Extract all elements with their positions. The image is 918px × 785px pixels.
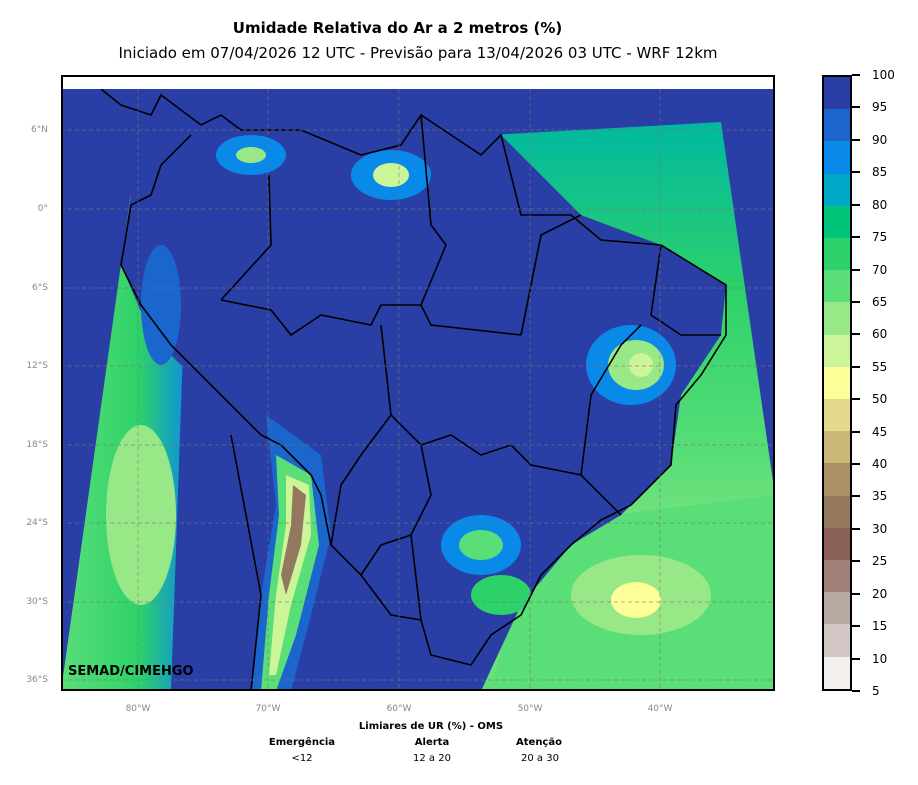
lon-label: 50°W xyxy=(517,704,543,714)
colorbar-segment xyxy=(824,366,850,400)
country-borders xyxy=(100,88,727,691)
colorbar-tick xyxy=(852,560,860,563)
colorbar-label: 35 xyxy=(872,489,888,504)
legend-title: Limiares de UR (%) - OMS xyxy=(358,721,504,732)
lat-label: 36°S xyxy=(26,675,48,685)
lon-label: 70°W xyxy=(255,704,281,714)
colorbar-segment xyxy=(824,109,850,142)
colorbar-tick xyxy=(852,495,860,498)
colorbar-label: 85 xyxy=(872,165,888,180)
colorbar-tick xyxy=(852,625,860,628)
colorbar-tick xyxy=(852,527,860,530)
colorbar-tick xyxy=(852,203,860,206)
colorbar-segment xyxy=(824,495,850,528)
colorbar-tick xyxy=(852,268,860,271)
colorbar-tick xyxy=(852,171,860,174)
lon-label: 80°W xyxy=(125,704,151,714)
colorbar-tick xyxy=(852,138,860,141)
colorbar-segment xyxy=(824,302,850,335)
colorbar-segment xyxy=(824,560,850,593)
colorbar-segment xyxy=(824,173,850,206)
colorbar-label: 55 xyxy=(872,359,888,374)
colorbar-tick xyxy=(852,690,860,692)
chart-subtitle: Iniciado em 07/04/2026 12 UTC - Previsão… xyxy=(118,44,718,62)
colorbar-label: 50 xyxy=(872,392,888,407)
legend-value-atencao: 20 a 30 xyxy=(521,753,559,764)
colorbar-segment xyxy=(824,527,850,561)
continent xyxy=(101,89,726,691)
colorbar-tick xyxy=(852,106,860,109)
colorbar-segment xyxy=(824,270,850,303)
legend-value-alerta: 12 a 20 xyxy=(413,753,451,764)
colorbar-label: 40 xyxy=(872,457,888,472)
colorbar-segment xyxy=(824,624,850,657)
colorbar-label: 15 xyxy=(872,619,888,634)
lat-label: 18°S xyxy=(26,440,48,450)
humidity-map xyxy=(61,75,775,691)
colorbar-segment xyxy=(824,77,850,110)
colorbar-tick xyxy=(852,657,860,660)
colorbar-label: 80 xyxy=(872,197,888,212)
gridlines xyxy=(61,75,775,691)
lat-label: 30°S xyxy=(26,597,48,607)
colorbar-label: 45 xyxy=(872,424,888,439)
colorbar-segment xyxy=(824,656,850,689)
lat-label: 12°S xyxy=(26,361,48,371)
colorbar-label: 90 xyxy=(872,132,888,147)
colorbar-tick xyxy=(852,365,860,368)
colorbar-segment xyxy=(824,238,850,271)
lon-label: 60°W xyxy=(386,704,412,714)
colorbar-label: 20 xyxy=(872,586,888,601)
legend-label-alerta: Alerta xyxy=(414,737,450,748)
lat-label: 6°N xyxy=(31,125,48,135)
colorbar-label: 100 xyxy=(872,68,895,82)
legend-label-atencao: Atenção xyxy=(516,737,562,748)
legend-value-emergencia: <12 xyxy=(291,753,313,764)
lat-label: 6°S xyxy=(32,283,48,293)
chart-title: Umidade Relativa do Ar a 2 metros (%) xyxy=(232,19,563,37)
colorbar-tick xyxy=(852,592,860,595)
map-frame xyxy=(61,75,775,691)
colorbar-label: 5 xyxy=(872,684,880,698)
colorbar-tick xyxy=(852,300,860,303)
colorbar-label: 25 xyxy=(872,554,888,569)
colorbar-label: 30 xyxy=(872,521,888,536)
colorbar-label: 65 xyxy=(872,294,888,309)
colorbar-label: 95 xyxy=(872,100,888,115)
colorbar xyxy=(822,75,852,691)
colorbar-label: 60 xyxy=(872,327,888,342)
colorbar-label: 70 xyxy=(872,262,888,277)
colorbar-segment xyxy=(824,399,850,432)
colorbar-segment xyxy=(824,205,850,239)
colorbar-label: 75 xyxy=(872,230,888,245)
watermark: SEMAD/CIMEHGO xyxy=(68,664,194,679)
colorbar-tick xyxy=(852,463,860,466)
colorbar-segment xyxy=(824,334,850,367)
colorbar-segment xyxy=(824,431,850,464)
colorbar-segment xyxy=(824,592,850,625)
colorbar-tick xyxy=(852,333,860,336)
colorbar-tick xyxy=(852,74,860,76)
colorbar-tick xyxy=(852,236,860,239)
colorbar-label: 10 xyxy=(872,651,888,666)
colorbar-tick xyxy=(852,430,860,433)
colorbar-segment xyxy=(824,141,850,174)
lat-label: 0° xyxy=(37,204,48,214)
lon-label: 40°W xyxy=(647,704,673,714)
colorbar-segment xyxy=(824,463,850,496)
lat-label: 24°S xyxy=(26,518,48,528)
legend-label-emergencia: Emergência xyxy=(268,737,336,748)
colorbar-tick xyxy=(852,398,860,401)
